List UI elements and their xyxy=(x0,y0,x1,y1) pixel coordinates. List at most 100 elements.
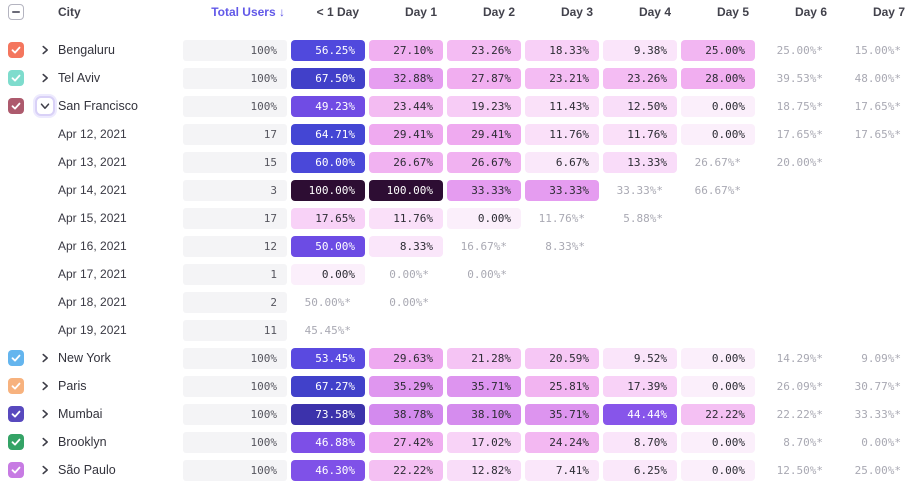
row-checkbox[interactable] xyxy=(8,350,24,366)
expand-cell xyxy=(32,409,58,419)
retention-cell: 25.00% xyxy=(681,39,755,61)
expand-cell xyxy=(32,465,58,475)
retention-empty-cell xyxy=(759,208,837,229)
retention-cell: 27.10% xyxy=(369,39,443,61)
table-row-city: Bengaluru 100% 56.25% 27.10% 23.26% 18.33% 9.3… xyxy=(0,36,920,64)
city-name: Tel Aviv xyxy=(58,71,101,85)
retention-cell: 11.76% xyxy=(369,207,443,229)
retention-empty-cell xyxy=(841,320,915,341)
expand-row-button[interactable] xyxy=(40,465,50,475)
retention-cell: 0.00% xyxy=(291,263,365,285)
retention-estimate-cell: 17.65%* xyxy=(854,99,901,113)
total-users-cell: 1 xyxy=(183,263,287,285)
expand-cell xyxy=(32,96,58,116)
city-name: São Paulo xyxy=(58,463,116,477)
city-name: San Francisco xyxy=(58,99,138,113)
sort-desc-icon: ↓ xyxy=(279,5,285,19)
total-users-cell: 100% xyxy=(183,39,287,61)
chevron-right-icon xyxy=(42,381,48,391)
row-checkbox[interactable] xyxy=(8,406,24,422)
retention-empty-cell xyxy=(759,292,837,313)
retention-empty-cell xyxy=(681,320,755,341)
chevron-down-icon xyxy=(40,103,50,109)
expand-row-button[interactable] xyxy=(40,381,50,391)
retention-cell: 50.00% xyxy=(291,235,365,257)
retention-cell: 38.78% xyxy=(369,403,443,425)
retention-cell: 17.02% xyxy=(447,431,521,453)
retention-cell: 35.29% xyxy=(369,375,443,397)
retention-cell: 6.25% xyxy=(603,459,677,481)
retention-estimate-cell: 0.00%* xyxy=(467,267,507,281)
expand-row-button[interactable] xyxy=(40,409,50,419)
table-row-date: Apr 17, 2021 1 0.00% 0.00%* 0.00%* xyxy=(0,260,920,288)
retention-cell: 8.33% xyxy=(369,235,443,257)
check-icon xyxy=(11,102,21,110)
row-checkbox[interactable] xyxy=(8,462,24,478)
row-checkbox[interactable] xyxy=(8,70,24,86)
retention-empty-cell xyxy=(681,208,755,229)
column-header-day-2: Day 2 xyxy=(482,5,515,19)
retention-estimate-cell: 16.67%* xyxy=(460,239,507,253)
retention-cell: 0.00% xyxy=(681,459,755,481)
retention-empty-cell xyxy=(841,292,915,313)
retention-cell: 46.30% xyxy=(291,459,365,481)
retention-cell: 0.00% xyxy=(681,375,755,397)
row-checkbox[interactable] xyxy=(8,42,24,58)
total-users-cell: 100% xyxy=(183,375,287,397)
column-header-day-3: Day 3 xyxy=(560,5,593,19)
checkbox-cell xyxy=(0,70,32,86)
expand-row-button[interactable] xyxy=(40,353,50,363)
expand-cell xyxy=(32,353,58,363)
total-users-cell: 17 xyxy=(183,207,287,229)
table-row-city: Paris 100% 67.27% 35.29% 35.71% 25.81% 17.39% 0… xyxy=(0,372,920,400)
checkbox-cell xyxy=(0,42,32,58)
retention-cell: 22.22% xyxy=(681,403,755,425)
total-users-cell: 12 xyxy=(183,235,287,257)
total-users-cell: 100% xyxy=(183,403,287,425)
retention-estimate-cell: 48.00%* xyxy=(854,71,901,85)
retention-empty-cell xyxy=(681,292,755,313)
retention-estimate-cell: 0.00%* xyxy=(389,295,429,309)
expand-row-button[interactable] xyxy=(40,45,50,55)
select-all-cell xyxy=(0,4,32,20)
table-row-city: Brooklyn 100% 46.88% 27.42% 17.02% 24.24% 8.70… xyxy=(0,428,920,456)
cohort-date-label: Apr 15, 2021 xyxy=(58,211,127,225)
check-icon xyxy=(11,466,21,474)
retention-empty-cell xyxy=(841,264,915,285)
retention-cell: 17.39% xyxy=(603,375,677,397)
row-checkbox[interactable] xyxy=(8,434,24,450)
table-row-city: Tel Aviv 100% 67.50% 32.88% 27.87% 23.21% 23.2… xyxy=(0,64,920,92)
expand-row-button[interactable] xyxy=(40,73,50,83)
total-users-cell: 2 xyxy=(183,291,287,313)
retention-empty-cell xyxy=(759,264,837,285)
retention-cell: 44.44% xyxy=(603,403,677,425)
retention-cell: 23.21% xyxy=(525,67,599,89)
table-row-city: Mumbai 100% 73.58% 38.78% 38.10% 35.71% 44.44%… xyxy=(0,400,920,428)
retention-cell: 67.50% xyxy=(291,67,365,89)
collapse-row-button[interactable] xyxy=(35,96,55,116)
table-row-date: Apr 15, 2021 17 17.65% 11.76% 0.00% 11.76%* 5.… xyxy=(0,204,920,232)
expand-row-button[interactable] xyxy=(40,437,50,447)
cohort-date-label: Apr 18, 2021 xyxy=(58,295,127,309)
checkbox-cell xyxy=(0,462,32,478)
retention-empty-cell xyxy=(681,264,755,285)
retention-estimate-cell: 18.75%* xyxy=(776,99,823,113)
retention-estimate-cell: 9.09%* xyxy=(861,351,901,365)
retention-empty-cell xyxy=(369,320,443,341)
table-row-city: São Paulo 100% 46.30% 22.22% 12.82% 7.41% 6.25… xyxy=(0,456,920,483)
retention-cell: 0.00% xyxy=(447,207,521,229)
column-header-total-users[interactable]: Total Users ↓ xyxy=(183,5,291,19)
row-checkbox[interactable] xyxy=(8,98,24,114)
expand-cell xyxy=(32,73,58,83)
total-users-cell: 100% xyxy=(183,67,287,89)
select-all-checkbox[interactable] xyxy=(8,4,24,20)
retention-estimate-cell: 14.29%* xyxy=(776,351,823,365)
retention-cell: 17.65% xyxy=(291,207,365,229)
retention-cell: 8.70% xyxy=(603,431,677,453)
retention-cell: 28.00% xyxy=(681,67,755,89)
row-checkbox[interactable] xyxy=(8,378,24,394)
cohort-date-label: Apr 19, 2021 xyxy=(58,323,127,337)
retention-cell: 11.76% xyxy=(603,123,677,145)
chevron-right-icon xyxy=(42,465,48,475)
retention-cell: 12.50% xyxy=(603,95,677,117)
